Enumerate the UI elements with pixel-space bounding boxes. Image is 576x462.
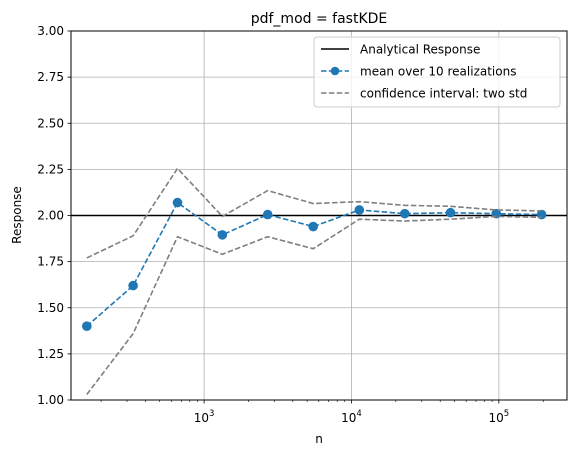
y-tick-label: 1.75 <box>37 255 64 269</box>
y-axis-label: Response <box>10 186 24 244</box>
y-tick-label: 2.50 <box>37 116 64 130</box>
legend-label: confidence interval: two std <box>360 87 527 101</box>
mean-data-point <box>82 321 92 332</box>
y-tick-label: 3.00 <box>37 24 64 38</box>
mean-data-point <box>128 280 138 291</box>
mean-data-point <box>262 209 273 220</box>
y-tick-label: 1.25 <box>37 347 64 361</box>
mean-data-point <box>445 207 456 218</box>
legend-label: Analytical Response <box>360 43 480 57</box>
mean-data-point <box>172 197 183 208</box>
confidence-interval-two-std-line <box>86 167 542 259</box>
data-layer <box>71 167 567 395</box>
legend-marker <box>330 66 340 76</box>
x-axis-label: n <box>315 432 323 446</box>
legend-label: mean over 10 realizations <box>360 65 516 79</box>
legend: Analytical Response mean over 10 realizat… <box>313 36 561 108</box>
y-tick-label: 1.50 <box>37 301 64 315</box>
y-tick-label: 2.75 <box>37 70 64 84</box>
mean-over-10-realizations-line <box>86 201 542 327</box>
mean-data-point <box>399 208 410 219</box>
ticks-layer: 1.00 1.25 1.50 1.75 2.00 2.25 2.50 2.75 3.00 103 1… <box>37 24 544 425</box>
y-tick-label: 1.00 <box>37 393 64 407</box>
y-tick-label: 2.00 <box>37 209 64 223</box>
mean-data-point <box>217 230 228 240</box>
x-tick-label: 103 <box>194 409 215 425</box>
confidence-interval-lower-line <box>86 215 542 395</box>
x-tick-label: 104 <box>341 409 362 425</box>
legend-box <box>313 36 561 108</box>
mean-data-point <box>308 221 319 232</box>
chart-title: pdf_mod = fastKDE <box>251 11 388 27</box>
x-tick-label: 105 <box>489 409 510 425</box>
mean-data-point <box>354 205 365 215</box>
y-tick-label: 2.25 <box>37 162 64 176</box>
